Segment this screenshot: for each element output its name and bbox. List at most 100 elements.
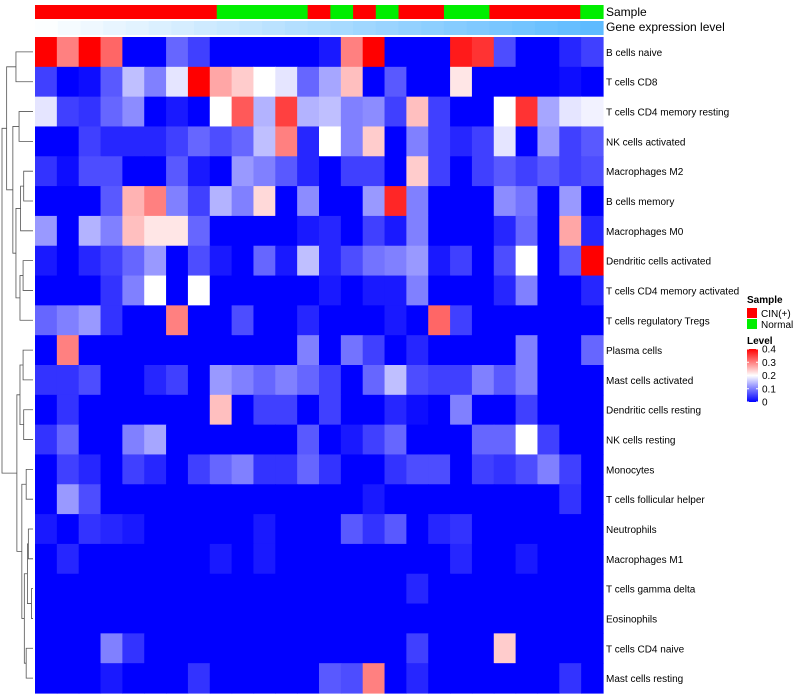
heatmap-cell — [297, 394, 320, 426]
heatmap-cell — [559, 275, 582, 306]
heatmap-cell — [406, 543, 429, 575]
gene-expression-annotation-cell — [216, 21, 241, 35]
heatmap-cell — [319, 335, 342, 366]
heatmap-cell — [471, 454, 495, 485]
heatmap-cell — [100, 424, 123, 456]
heatmap-cell — [515, 514, 539, 545]
heatmap-cell — [537, 275, 560, 306]
heatmap-cell — [122, 37, 145, 68]
heatmap-cell — [275, 37, 298, 68]
heatmap-cell — [340, 37, 364, 68]
heatmap-cell — [406, 573, 429, 605]
heatmap-cell — [144, 514, 167, 545]
heatmap-cell — [384, 573, 407, 605]
heatmap-cell — [56, 186, 80, 217]
heatmap-cell — [35, 275, 58, 306]
dendrogram-branch — [22, 260, 33, 291]
heatmap-cell — [144, 66, 167, 98]
heatmap-cell — [362, 156, 386, 187]
heatmap-cell — [428, 37, 451, 68]
heatmap-cell — [559, 215, 582, 247]
heatmap-cell — [384, 37, 407, 68]
heatmap-cell — [384, 156, 407, 187]
level-legend-title: Level — [747, 336, 773, 347]
heatmap-cell — [340, 454, 364, 485]
gene-expression-annotation-cell — [171, 21, 195, 35]
heatmap-cell — [231, 156, 255, 187]
heatmap-cell — [122, 156, 145, 187]
row-label: Macrophages M2 — [606, 167, 684, 178]
row-dendrogram — [1, 51, 33, 679]
heatmap-cell — [231, 663, 255, 694]
heatmap-cell — [35, 96, 58, 128]
heatmap-cell — [384, 543, 407, 575]
heatmap-cell — [78, 394, 102, 426]
row-label: Neutrophils — [606, 525, 657, 536]
heatmap-cell — [384, 514, 407, 545]
heatmap-cell — [471, 633, 495, 664]
heatmap-cell — [56, 126, 80, 157]
gene-expression-annotation-cell — [103, 21, 127, 35]
heatmap-cell — [537, 603, 560, 634]
heatmap-cell — [340, 365, 364, 396]
heatmap-cell — [253, 37, 276, 68]
heatmap-cell — [493, 484, 517, 515]
heatmap-cell — [537, 424, 560, 456]
heatmap-cell — [384, 126, 407, 157]
heatmap-cell — [78, 126, 102, 157]
sample-annotation-cell — [103, 5, 127, 19]
heatmap-cell — [100, 126, 123, 157]
heatmap-cell — [144, 573, 167, 605]
heatmap-cell — [471, 186, 495, 217]
heatmap-cell — [35, 484, 58, 515]
heatmap-cell — [362, 335, 386, 366]
heatmap-cell — [100, 186, 123, 217]
heatmap-cell — [406, 96, 429, 128]
heatmap-cell — [362, 66, 386, 98]
dendrogram-branch — [23, 409, 33, 440]
heatmap-cell — [319, 394, 342, 426]
heatmap-cell — [537, 633, 560, 664]
heatmap-cell — [35, 215, 58, 247]
heatmap-cell — [537, 335, 560, 366]
heatmap-cell — [581, 663, 604, 694]
gene-expression-annotation-cell — [239, 21, 263, 35]
sample-legend-title: Sample — [747, 295, 783, 306]
heatmap-cell — [493, 335, 517, 366]
sample-annotation-cell — [239, 5, 263, 19]
heatmap-cell — [319, 215, 342, 247]
heatmap-cell — [297, 365, 320, 396]
heatmap-cell — [450, 663, 473, 694]
heatmap-cell — [56, 215, 80, 247]
heatmap-cell — [144, 156, 167, 187]
heatmap-cell — [581, 543, 604, 575]
heatmap-cell — [166, 245, 189, 277]
heatmap-cell — [340, 66, 364, 98]
sample-annotation-bar — [35, 5, 604, 19]
heatmap-cell — [362, 126, 386, 157]
heatmap-cell — [187, 573, 211, 605]
heatmap-cell — [122, 573, 145, 605]
heatmap-cell — [187, 514, 211, 545]
row-label: B cells naive — [606, 48, 663, 59]
gene-expression-annotation-cell — [512, 21, 536, 35]
heatmap-cell — [209, 514, 233, 545]
heatmap-cell — [406, 514, 429, 545]
row-label: NK cells activated — [606, 137, 685, 148]
heatmap-cell — [559, 245, 582, 277]
gene-expression-annotation-cell — [375, 21, 400, 35]
heatmap-cell — [319, 573, 342, 605]
heatmap-cell — [340, 335, 364, 366]
gene-expression-annotation-cell — [57, 21, 82, 35]
heatmap-cell — [581, 186, 604, 217]
heatmap-cell — [406, 394, 429, 426]
heatmap-cell — [275, 275, 298, 306]
heatmap-cell — [471, 365, 495, 396]
row-label: T cells CD4 memory resting — [606, 108, 729, 119]
sample-annotation-cell — [353, 5, 377, 19]
heatmap-cell — [166, 215, 189, 247]
heatmap-cell — [275, 543, 298, 575]
heatmap-cell — [187, 96, 211, 128]
heatmap-cell — [56, 603, 80, 634]
heatmap-cell — [100, 245, 123, 277]
